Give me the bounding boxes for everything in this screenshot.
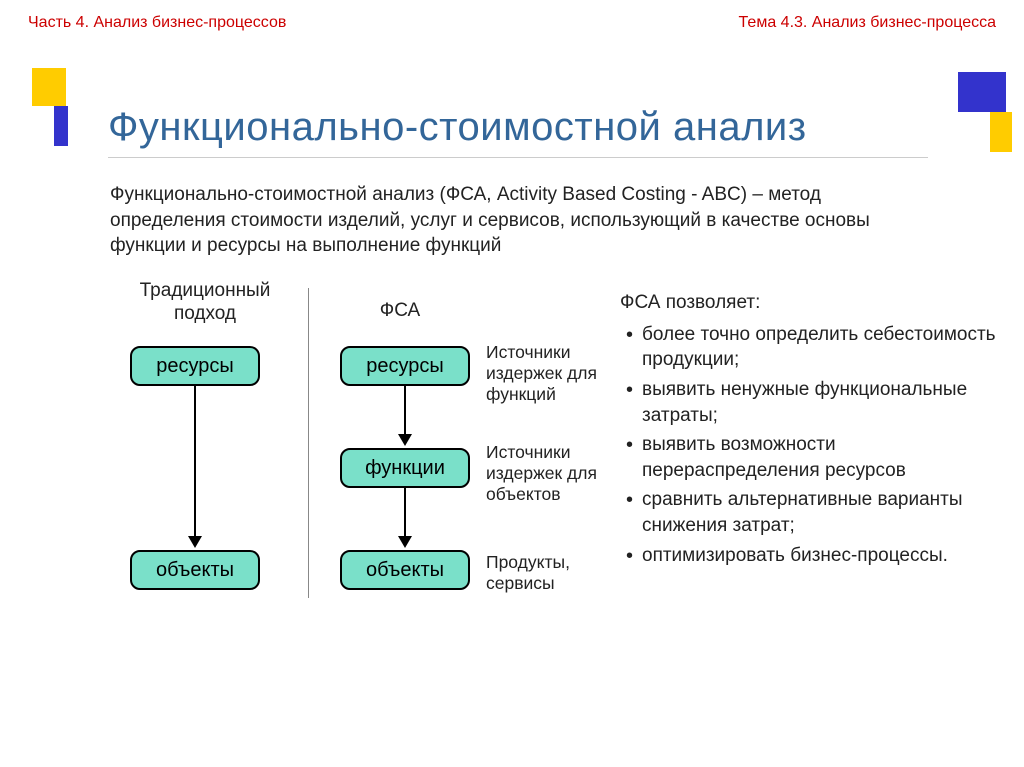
slide-header: Часть 4. Анализ бизнес-процессов Тема 4.… xyxy=(0,0,1024,32)
arrow-line xyxy=(194,386,196,538)
deco-square xyxy=(32,68,66,106)
header-left: Часть 4. Анализ бизнес-процессов xyxy=(28,14,286,32)
deco-square xyxy=(990,112,1012,152)
benefit-item: выявить ненужные функциональные затраты; xyxy=(624,377,1000,428)
title-block: Функционально-стоимостной анализ xyxy=(108,105,988,150)
column-heading: ФСА xyxy=(350,300,450,323)
benefit-item: более точно определить себестоимость про… xyxy=(624,322,1000,373)
arrow-head-icon xyxy=(398,536,412,548)
arrow-line xyxy=(404,386,406,436)
comparison-diagram: Традиционный подход ресурсы объекты ФСА ресу… xyxy=(70,280,630,660)
benefits-block: ФСА позволяет: более точно определить се… xyxy=(620,290,1000,572)
benefit-item: оптимизировать бизнес-процессы. xyxy=(624,543,1000,569)
node-annotation: Источникииздержек дляобъектов xyxy=(486,442,597,505)
page-title: Функционально-стоимостной анализ xyxy=(108,105,988,150)
column-heading: Традиционный подход xyxy=(120,280,290,326)
flow-node: функции xyxy=(340,448,470,488)
description-text: Функционально-стоимостной анализ (ФСА, A… xyxy=(110,182,930,259)
benefits-title: ФСА позволяет: xyxy=(620,290,1000,316)
arrow-head-icon xyxy=(398,434,412,446)
title-underline xyxy=(108,157,928,158)
flow-node: объекты xyxy=(130,550,260,590)
flow-node: объекты xyxy=(340,550,470,590)
column-divider xyxy=(308,288,309,598)
deco-square xyxy=(54,106,68,146)
node-annotation: Источникииздержек дляфункций xyxy=(486,342,597,405)
benefit-item: выявить возможности перераспределения ре… xyxy=(624,432,1000,483)
flow-node: ресурсы xyxy=(130,346,260,386)
flow-node: ресурсы xyxy=(340,346,470,386)
benefit-item: сравнить альтернативные варианты снижени… xyxy=(624,487,1000,538)
arrow-head-icon xyxy=(188,536,202,548)
header-right: Тема 4.3. Анализ бизнес-процесса xyxy=(739,14,996,32)
arrow-line xyxy=(404,488,406,538)
benefits-list: более точно определить себестоимость про… xyxy=(620,322,1000,569)
node-annotation: Продукты,сервисы xyxy=(486,552,570,594)
